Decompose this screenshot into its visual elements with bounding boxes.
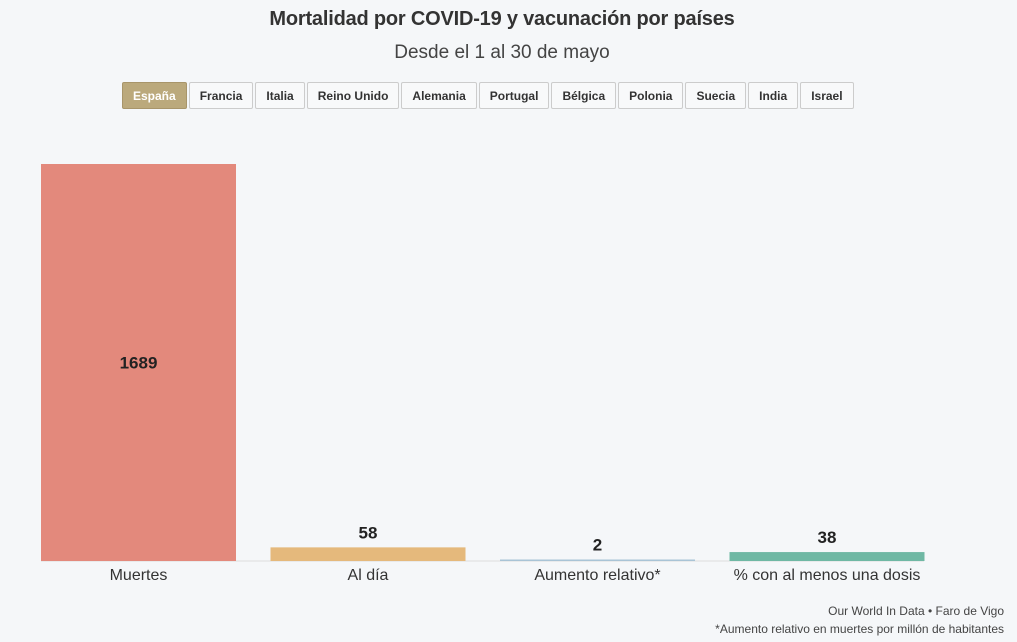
chart-subtitle: Desde el 1 al 30 de mayo [394, 42, 610, 63]
chart-title: Mortalidad por COVID-19 y vacunación por… [269, 8, 735, 30]
tab-alemania[interactable]: Alemania [401, 82, 477, 109]
bar-0 [41, 164, 236, 561]
footnote: *Aumento relativo en muertes por millón … [715, 622, 1004, 636]
bar-chart: 1689 Muertes 58 Al día 2 Aumento relativo* 38%… [41, 164, 925, 584]
tab-italia[interactable]: Italia [255, 82, 305, 109]
tab-bélgica[interactable]: Bélgica [551, 82, 617, 109]
category-label-3: % con al menos una dosis [734, 567, 921, 584]
country-tabs: España Francia Italia Reino Unido Alemania Po… [122, 82, 854, 109]
tab-españa[interactable]: España [122, 82, 187, 109]
tab-polonia[interactable]: Polonia [618, 82, 684, 109]
bar-2 [500, 559, 695, 561]
bar-3 [729, 552, 925, 561]
bar-1 [270, 547, 466, 561]
tab-portugal[interactable]: Portugal [478, 82, 550, 109]
tab-israel[interactable]: Israel [800, 82, 854, 109]
tab-francia[interactable]: Francia [188, 82, 254, 109]
category-label-0: Muertes [110, 567, 168, 584]
tab-india[interactable]: India [748, 82, 799, 109]
category-label-1: Al día [348, 567, 389, 584]
value-label-1: 58 [359, 523, 378, 542]
tab-suecia[interactable]: Suecia [685, 82, 747, 109]
value-label-3: 38 [818, 528, 837, 547]
value-label-0: 1689 [120, 354, 158, 373]
value-label-2: 2 [593, 536, 602, 555]
source-credit: Our World In Data • Faro de Vigo [828, 604, 1004, 618]
tab-reino-unido[interactable]: Reino Unido [306, 82, 400, 109]
category-label-2: Aumento relativo* [534, 567, 660, 584]
